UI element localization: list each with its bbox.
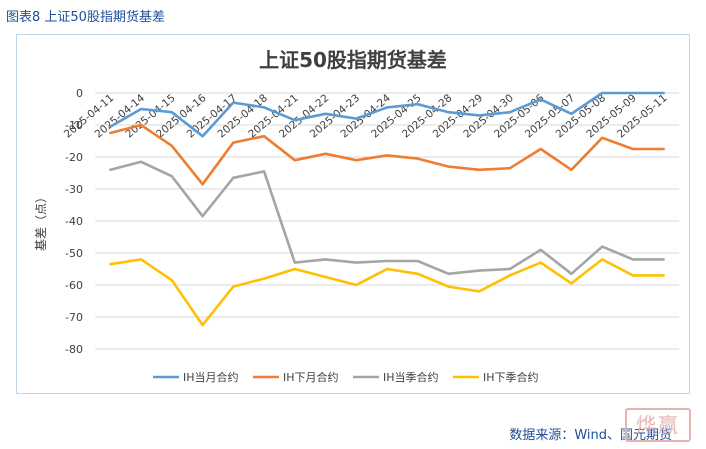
chart-frame: 上证50股指期货基差 基差（点） 0 -10 -20 -30 -40 -50 -60 -70 -… bbox=[16, 34, 690, 394]
watermark-stamp: 烨赢 bbox=[625, 408, 691, 442]
y-tick-label: -60 bbox=[65, 279, 83, 292]
chart-legend: IH当月合约 IH下月合约 IH当季合约 IH下季合约 bbox=[153, 370, 539, 384]
series-line bbox=[109, 123, 665, 186]
y-tick-label: -10 bbox=[65, 119, 83, 132]
legend-label: IH当季合约 bbox=[383, 370, 439, 384]
y-tick-label: -20 bbox=[65, 151, 83, 164]
source-note: 数据来源：Wind、国元期货 bbox=[509, 428, 672, 443]
series-line bbox=[109, 160, 665, 276]
series-line bbox=[109, 91, 665, 138]
figure-caption: 图表8 上证50股指期货基差 bbox=[6, 10, 165, 25]
y-tick-label: -40 bbox=[65, 215, 83, 228]
legend-label: IH下月合约 bbox=[283, 370, 339, 384]
legend-label: IH当月合约 bbox=[183, 370, 239, 384]
basis-line-chart: 上证50股指期货基差 基差（点） 0 -10 -20 -30 -40 -50 -60 -70 -… bbox=[34, 48, 679, 384]
y-tick-label: -30 bbox=[65, 183, 83, 196]
y-axis-label: 基差（点） bbox=[34, 191, 48, 251]
y-tick-label: -80 bbox=[65, 343, 83, 356]
y-tick-label: -70 bbox=[65, 311, 83, 324]
y-tick-label: -50 bbox=[65, 247, 83, 260]
y-tick-label: 0 bbox=[76, 87, 83, 100]
series-line bbox=[109, 258, 665, 327]
legend-label: IH下季合约 bbox=[483, 370, 539, 384]
chart-title: 上证50股指期货基差 bbox=[259, 48, 447, 72]
